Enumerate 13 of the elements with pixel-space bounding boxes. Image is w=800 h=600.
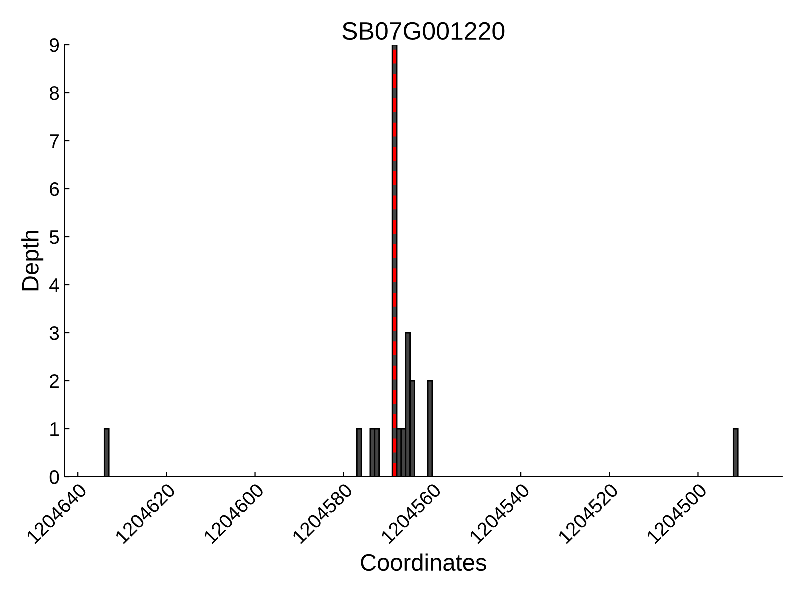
y-tick-label: 8 [50,86,60,100]
y-tick-label: 6 [50,182,60,196]
y-tick-label: 9 [50,38,60,52]
y-tick-label: 2 [50,374,59,388]
chart-title: SB07G001220 [342,22,505,40]
y-tick-label: 7 [50,134,59,148]
x-axis-title: Coordinates [361,554,486,572]
y-tick-label: 0 [50,470,60,484]
y-tick-label: 5 [50,230,60,244]
y-tick-label: 1 [50,422,59,436]
y-tick-label: 4 [50,278,60,292]
y-axis-title: Depth [22,231,44,291]
y-tick-label: 3 [50,326,60,340]
